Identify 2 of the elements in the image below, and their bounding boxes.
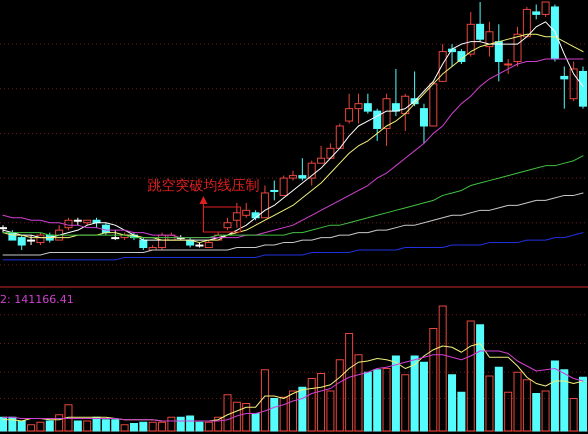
annotation: 2: 141166.41 <box>0 293 74 306</box>
annotation: 跳空突破均线压制 <box>147 178 260 194</box>
